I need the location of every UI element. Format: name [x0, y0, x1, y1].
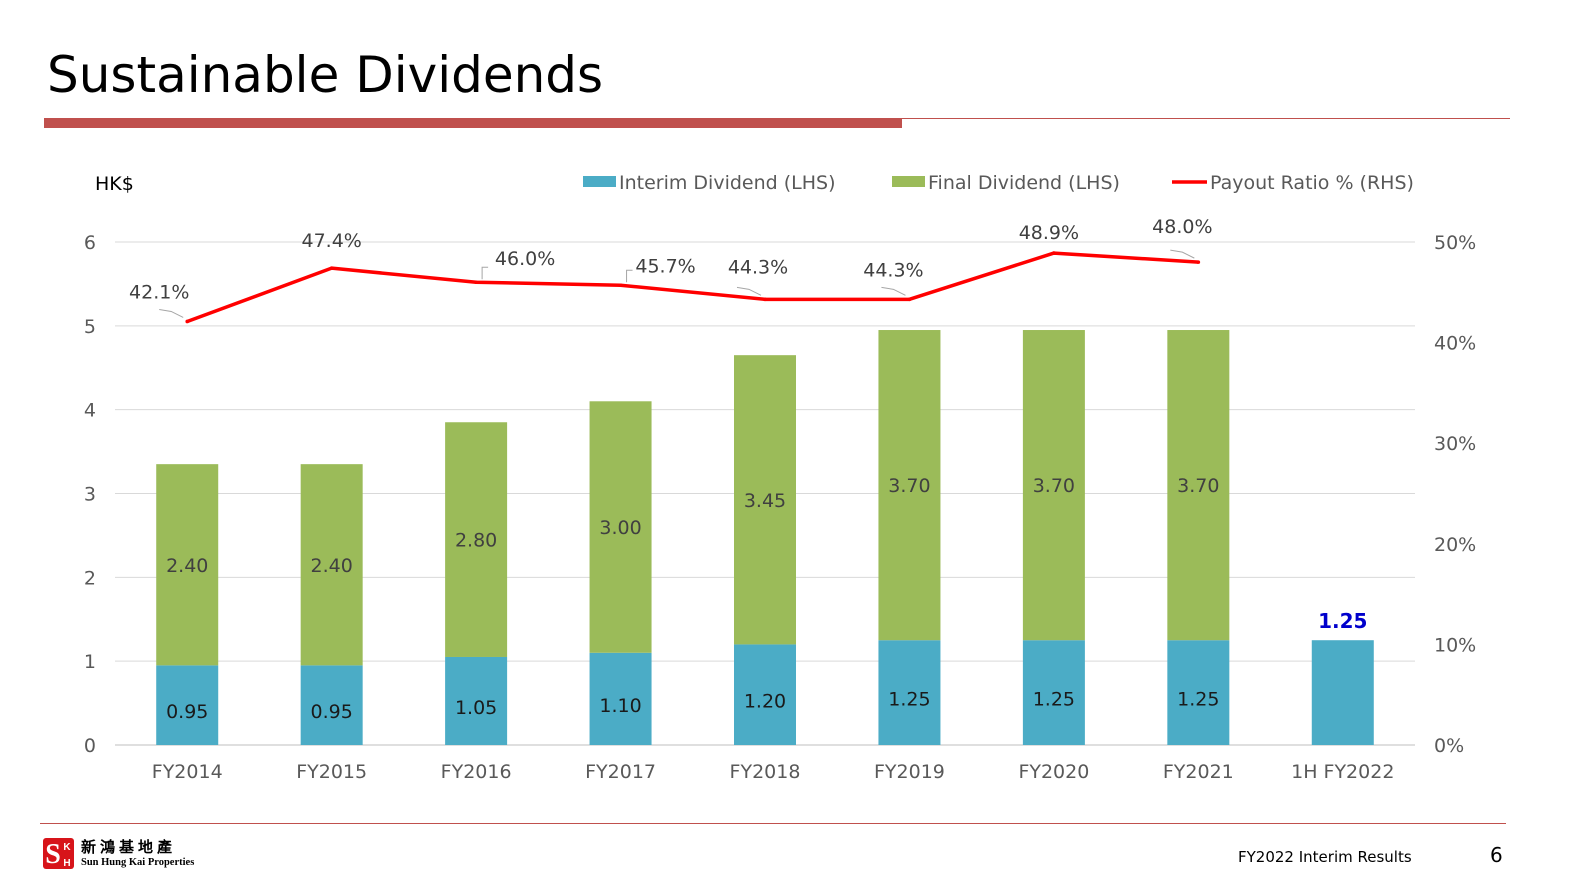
payout-label-leader: [626, 269, 633, 283]
legend-final-label: Final Dividend (LHS): [928, 172, 1120, 194]
payout-label-leader: [736, 286, 762, 296]
logo-english-name: Sun Hung Kai Properties: [81, 857, 195, 868]
final-data-label: 2.40: [311, 555, 353, 577]
legend-interim-label: Interim Dividend (LHS): [619, 172, 836, 194]
logo-letter-h: H: [63, 858, 70, 869]
x-tick-label: FY2018: [730, 761, 801, 783]
final-data-label: 3.70: [1177, 475, 1219, 497]
y2-tick-label: 20%: [1434, 534, 1476, 556]
final-bar: [300, 464, 363, 666]
logo-chinese-name: 新鴻基地產: [81, 838, 177, 856]
interim-bar: [734, 644, 796, 745]
payout-data-label: 48.0%: [1152, 216, 1212, 238]
payout-point: [763, 297, 767, 302]
title-rule-thick: [44, 118, 902, 128]
interim-bar: [1167, 640, 1230, 745]
payout-data-label: 42.1%: [129, 281, 189, 303]
payout-point: [329, 266, 334, 270]
y-tick-label: 0: [84, 735, 96, 757]
interim-data-label: 1.25: [1177, 689, 1219, 711]
interim-bar: [156, 665, 219, 745]
interim-data-label: 0.95: [311, 701, 353, 723]
payout-data-label: 44.3%: [863, 259, 923, 281]
y-axis-label: HK$: [95, 173, 134, 195]
payout-point: [1196, 260, 1201, 264]
payout-data-label: 46.0%: [495, 248, 555, 270]
x-tick-label: 1H FY2022: [1291, 761, 1394, 783]
interim-data-label: 1.05: [455, 697, 497, 719]
payout-label-leader: [159, 308, 184, 318]
y-tick-label: 4: [84, 400, 96, 422]
y-tick-label: 5: [84, 316, 96, 338]
legend-final-swatch: [892, 176, 925, 187]
page-title: Sustainable Dividends: [47, 46, 604, 104]
y2-tick-label: 30%: [1434, 433, 1476, 455]
payout-data-label: 47.4%: [301, 230, 361, 252]
x-tick-label: FY2016: [441, 761, 512, 783]
final-data-label: 3.70: [888, 475, 930, 497]
payout-data-label: 45.7%: [635, 255, 695, 277]
final-data-label: 2.40: [166, 555, 208, 577]
interim-data-label: 1.25: [1033, 689, 1075, 711]
x-tick-label: FY2020: [1018, 761, 1089, 783]
y-tick-label: 1: [84, 651, 96, 673]
interim-data-label: 1.25: [888, 689, 930, 711]
final-bar: [1022, 330, 1085, 641]
payout-label-leader: [1170, 249, 1195, 259]
final-data-label: 3.70: [1033, 475, 1075, 497]
x-tick-label: FY2021: [1163, 761, 1234, 783]
dividend-chart: 0 1 2 3 4 5 6 0% 10% 20% 30% 40% 50% HK$ FY2014 FY2015 F…: [84, 172, 1476, 783]
x-tick-label: FY2017: [585, 761, 656, 783]
final-bar: [1167, 330, 1230, 641]
final-bar: [445, 422, 508, 657]
interim-bar: [1022, 640, 1085, 745]
final-data-label: 3.45: [744, 490, 786, 512]
final-bar: [589, 401, 652, 653]
payout-label-leader: [881, 286, 906, 296]
payout-point: [618, 283, 623, 288]
y2-tick-label: 10%: [1434, 634, 1476, 656]
interim-data-label: 1.10: [599, 695, 641, 717]
logo-letter-k: K: [63, 842, 71, 853]
legend-payout-label: Payout Ratio % (RHS): [1210, 172, 1414, 194]
footer-text: FY2022 Interim Results: [1238, 848, 1412, 866]
footer-rule: [40, 823, 1506, 824]
final-bar: [156, 464, 219, 666]
payout-label-leader: [481, 266, 489, 280]
page-number: 6: [1490, 843, 1503, 867]
interim-bar: [589, 652, 652, 745]
interim-bar: [300, 665, 363, 745]
interim-bar: [1311, 640, 1374, 745]
logo-letter-s: S: [45, 839, 61, 869]
y2-tick-label: 50%: [1434, 232, 1476, 254]
legend-interim-swatch: [583, 176, 616, 187]
title-rule-thin: [902, 118, 1510, 119]
interim-data-label: 1.20: [744, 691, 786, 713]
final-bar: [878, 330, 941, 641]
final-data-label: 3.00: [599, 517, 641, 539]
interim-bar: [445, 656, 508, 745]
payout-point: [1052, 251, 1056, 255]
x-tick-label: FY2014: [152, 761, 223, 783]
final-data-label: 2.80: [455, 530, 497, 552]
payout-point: [185, 319, 190, 324]
payout-point: [474, 280, 478, 285]
payout-data-label: 48.9%: [1019, 222, 1079, 244]
y-tick-label: 2: [84, 567, 96, 589]
y-tick-label: 3: [84, 484, 96, 506]
payout-point: [907, 297, 912, 302]
y2-tick-label: 0%: [1434, 735, 1464, 757]
y-tick-label: 6: [84, 232, 96, 254]
interim-bar: [878, 640, 941, 745]
interim-data-label: 0.95: [166, 701, 208, 723]
final-bar: [734, 355, 796, 645]
shk-logo-icon: S K H: [43, 838, 74, 869]
payout-data-label: 44.3%: [728, 256, 788, 278]
x-tick-label: FY2015: [296, 761, 367, 783]
y2-tick-label: 40%: [1434, 333, 1476, 355]
x-tick-label: FY2019: [874, 761, 945, 783]
payout-line: [186, 251, 1199, 324]
interim-data-label: 1.25: [1318, 609, 1367, 633]
